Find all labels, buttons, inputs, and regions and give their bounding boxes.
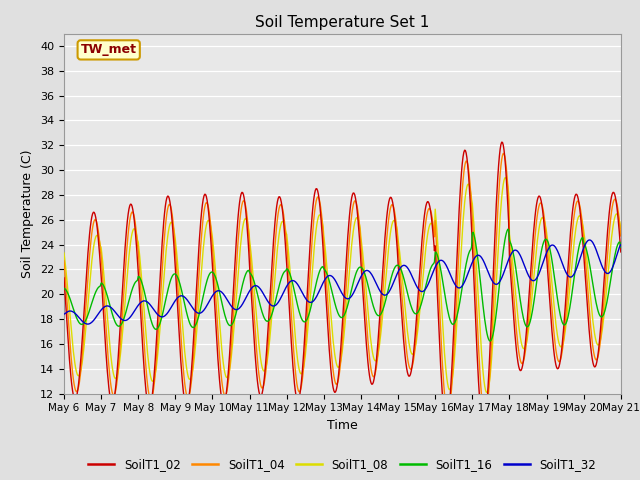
Title: Soil Temperature Set 1: Soil Temperature Set 1 <box>255 15 429 30</box>
SoilT1_32 <box>566 274 574 280</box>
X-axis label: Time: Time <box>327 419 358 432</box>
SoilT1_04 <box>334 379 342 385</box>
SoilT1_08 <box>206 221 214 227</box>
Legend: SoilT1_02, SoilT1_04, SoilT1_08, SoilT1_16, SoilT1_32: SoilT1_02, SoilT1_04, SoilT1_08, SoilT1_… <box>84 454 601 476</box>
SoilT1_16 <box>486 338 494 344</box>
SoilT1_04 <box>499 151 507 156</box>
Text: TW_met: TW_met <box>81 43 137 56</box>
Y-axis label: Soil Temperature (C): Soil Temperature (C) <box>22 149 35 278</box>
SoilT1_04 <box>481 414 488 420</box>
Line: SoilT1_02: SoilT1_02 <box>64 142 621 428</box>
SoilT1_16 <box>206 270 214 276</box>
SoilT1_16 <box>504 226 512 232</box>
SoilT1_32 <box>60 311 68 317</box>
Line: SoilT1_08: SoilT1_08 <box>64 178 621 393</box>
SoilT1_08 <box>60 250 68 256</box>
SoilT1_08 <box>334 364 342 370</box>
SoilT1_04 <box>443 408 451 414</box>
SoilT1_32 <box>84 321 92 327</box>
SoilT1_04 <box>568 241 575 247</box>
SoilT1_02 <box>443 421 451 427</box>
SoilT1_08 <box>617 226 625 231</box>
SoilT1_02 <box>60 275 68 281</box>
SoilT1_08 <box>502 175 509 180</box>
SoilT1_02 <box>388 196 396 202</box>
Line: SoilT1_32: SoilT1_32 <box>64 240 621 324</box>
SoilT1_04 <box>617 233 625 239</box>
SoilT1_16 <box>568 295 575 301</box>
SoilT1_32 <box>389 282 397 288</box>
SoilT1_08 <box>388 222 396 228</box>
SoilT1_16 <box>443 303 451 309</box>
SoilT1_02 <box>334 379 342 384</box>
SoilT1_16 <box>182 308 190 314</box>
SoilT1_16 <box>388 272 396 278</box>
SoilT1_04 <box>388 202 396 207</box>
SoilT1_16 <box>334 310 342 315</box>
Line: SoilT1_04: SoilT1_04 <box>64 154 621 417</box>
SoilT1_04 <box>206 217 214 223</box>
SoilT1_08 <box>568 267 575 273</box>
SoilT1_32 <box>444 265 451 271</box>
SoilT1_16 <box>60 286 68 291</box>
SoilT1_32 <box>207 295 215 301</box>
SoilT1_02 <box>206 228 214 234</box>
SoilT1_32 <box>335 284 342 289</box>
SoilT1_08 <box>443 375 451 381</box>
SoilT1_04 <box>182 390 190 396</box>
SoilT1_08 <box>483 390 491 396</box>
SoilT1_02 <box>479 425 487 431</box>
SoilT1_16 <box>617 244 625 250</box>
SoilT1_08 <box>182 362 190 368</box>
SoilT1_02 <box>617 249 625 255</box>
SoilT1_02 <box>182 403 190 409</box>
SoilT1_02 <box>498 139 506 145</box>
Line: SoilT1_16: SoilT1_16 <box>64 229 621 341</box>
SoilT1_02 <box>568 220 575 226</box>
SoilT1_32 <box>617 242 625 248</box>
SoilT1_32 <box>183 297 191 302</box>
SoilT1_32 <box>586 237 594 243</box>
SoilT1_04 <box>60 258 68 264</box>
